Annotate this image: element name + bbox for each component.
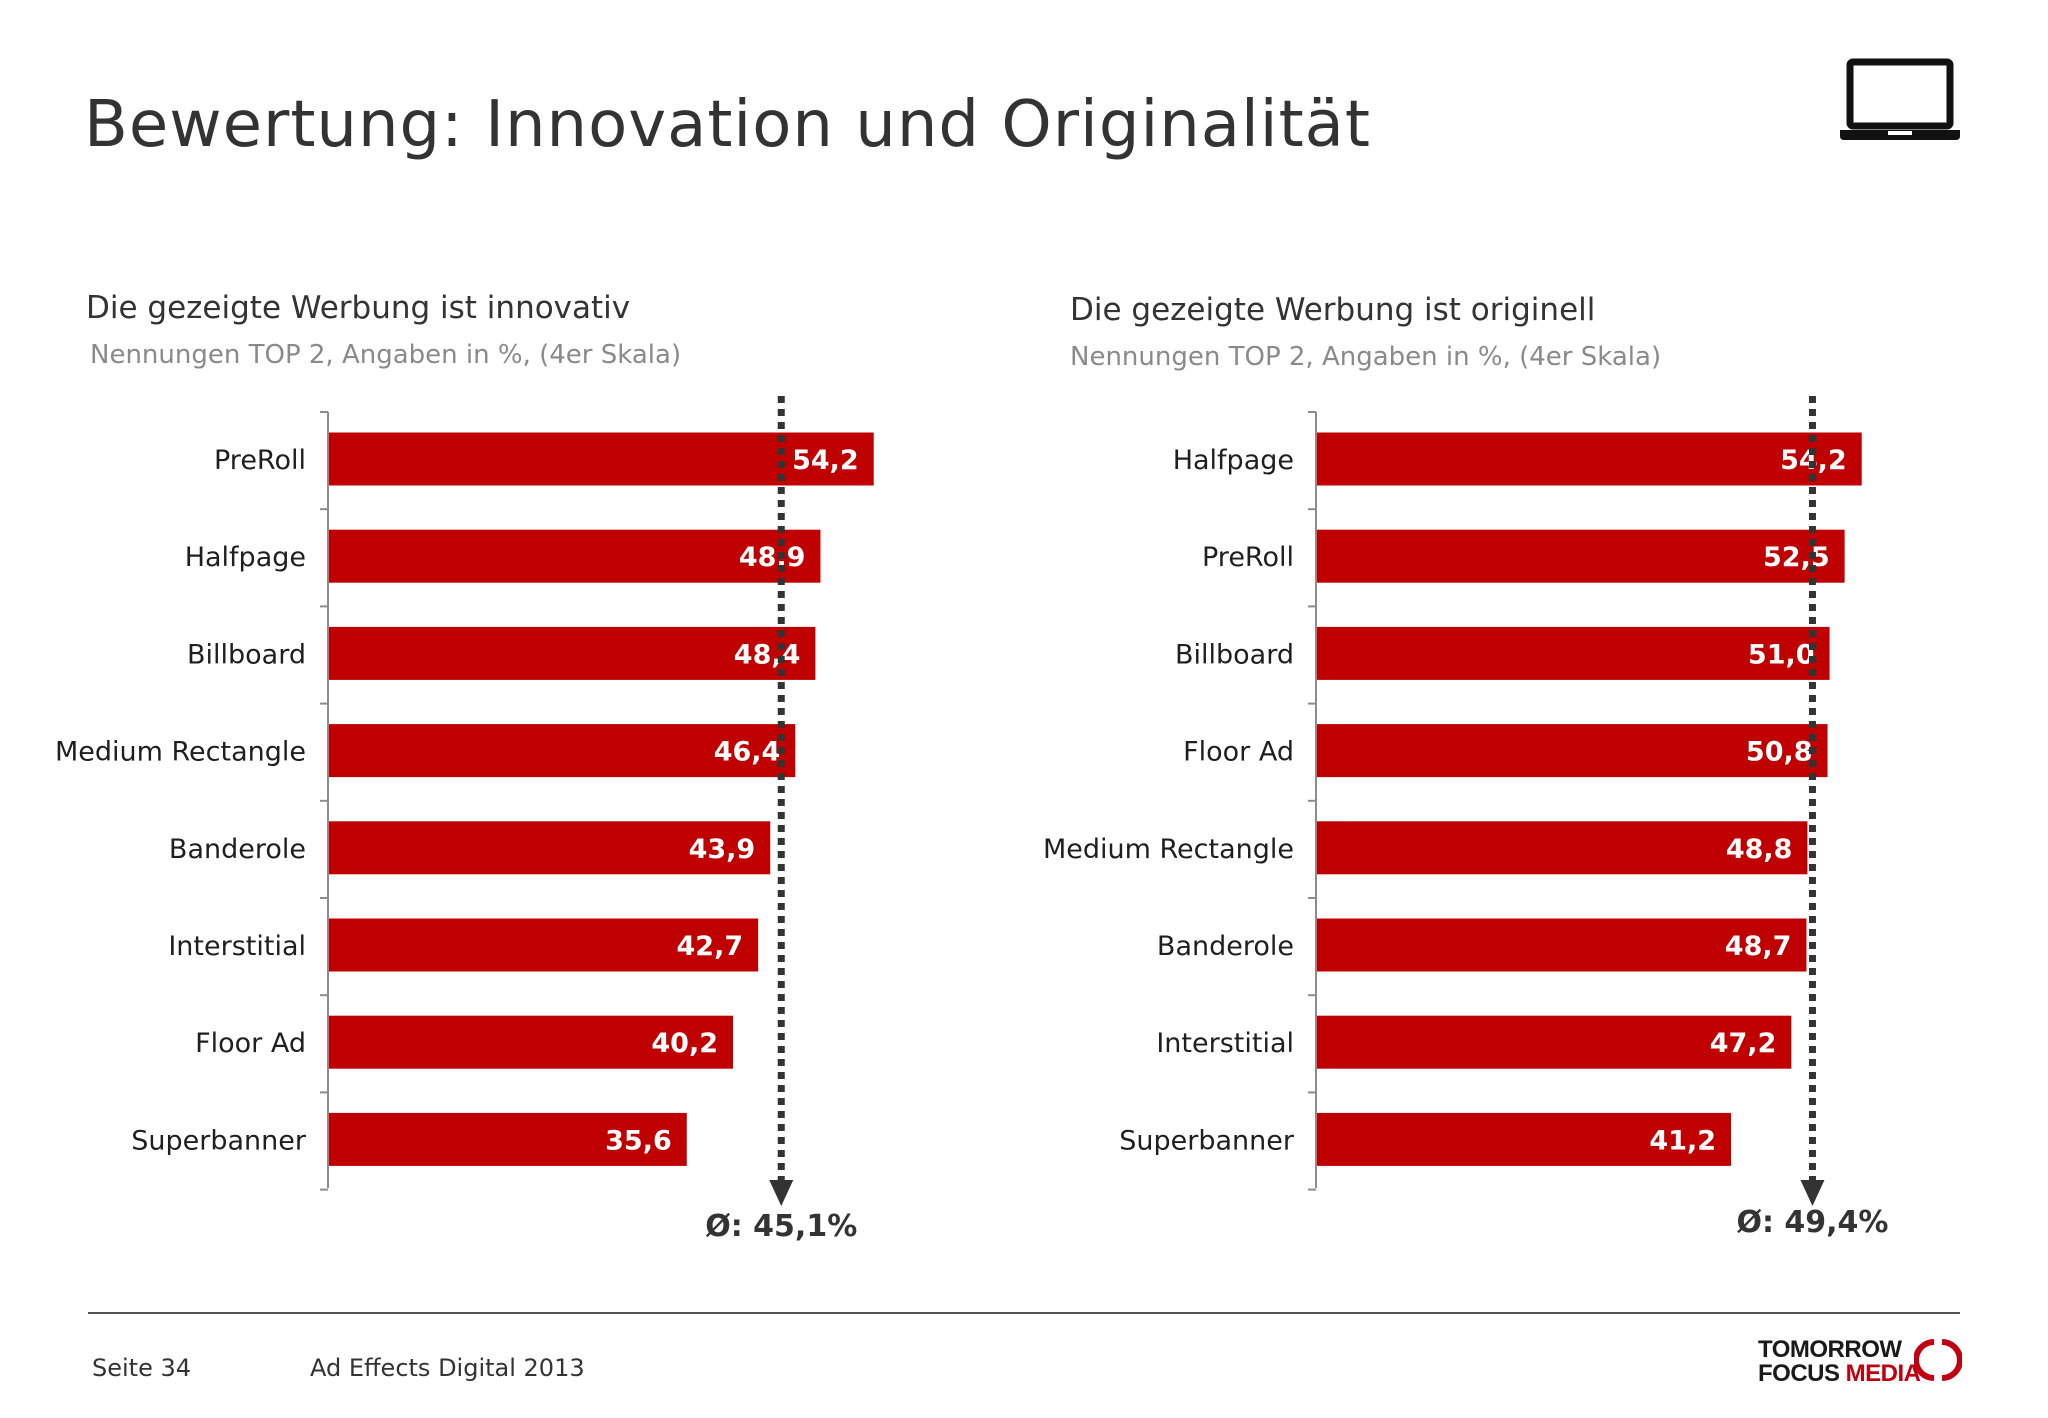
average-arrow-icon [769,1180,794,1206]
category-label: Halfpage [185,542,306,573]
average-label: Ø: 49,4% [1736,1205,1888,1240]
chart-innovativ: PreRoll 54,2 Halfpage 48,9 Billboard 48,4 Medi… [55,396,874,1244]
value-label: 42,7 [677,931,744,962]
bar [1317,724,1828,778]
bar [329,918,759,972]
logo-mark-icon [1914,1339,1962,1381]
bar [329,529,821,583]
bar [1317,821,1808,875]
bar [329,1112,687,1166]
page-title: Bewertung: Innovation und Originalität [84,88,1371,162]
bar [1317,1112,1732,1166]
bar [329,1015,734,1069]
value-label: 43,9 [689,834,756,865]
footer-page-number: Seite 34 [92,1354,192,1382]
chart-left-title: Die gezeigte Werbung ist innovativ [86,290,631,326]
laptop-icon [1840,58,1960,140]
category-label: Banderole [1157,931,1294,962]
value-label: 40,2 [651,1028,718,1059]
bar [329,626,816,680]
chart-left-subtitle: Nennungen TOP 2, Angaben in %, (4er Skal… [90,340,682,370]
value-label: 48,7 [1725,931,1792,962]
average-label: Ø: 45,1% [705,1209,857,1244]
category-label: Interstitial [168,931,306,962]
footer-study-name: Ad Effects Digital 2013 [310,1354,585,1382]
value-label: 51,0 [1748,639,1815,670]
category-label: Billboard [1175,639,1294,670]
chart-right-subtitle: Nennungen TOP 2, Angaben in %, (4er Skal… [1070,342,1662,372]
company-logo: TOMORROW FOCUS MEDIA [1758,1336,1968,1387]
value-label: 48,4 [734,639,801,670]
category-label: Billboard [187,639,306,670]
bar [329,821,771,875]
category-label: Halfpage [1173,445,1294,476]
category-label: Medium Rectangle [1043,834,1294,865]
bar [1317,529,1845,583]
logo-text-line1: TOMORROW [1758,1336,1902,1363]
category-label: Superbanner [1119,1125,1295,1156]
value-label: 47,2 [1710,1028,1777,1059]
bar [1317,626,1830,680]
bar [1317,432,1862,486]
category-label: Banderole [169,834,306,865]
category-label: Medium Rectangle [55,737,306,768]
chart-right-title: Die gezeigte Werbung ist originell [1070,292,1596,328]
value-label: 48,9 [739,542,806,573]
average-arrow-icon [1800,1180,1825,1206]
value-label: 35,6 [605,1125,672,1156]
category-label: PreRoll [1202,542,1294,573]
logo-text-line2: FOCUS MEDIA [1758,1360,1921,1387]
bar [329,724,796,778]
footer-divider [88,1312,1960,1314]
category-label: Floor Ad [195,1028,306,1059]
category-label: Floor Ad [1183,737,1294,768]
bar [1317,918,1807,972]
value-label: 41,2 [1649,1125,1716,1156]
value-label: 46,4 [714,737,781,768]
value-label: 54,2 [792,445,859,476]
value-label: 48,8 [1726,834,1793,865]
value-label: 50,8 [1746,737,1813,768]
value-label: 52,5 [1763,542,1830,573]
category-label: PreRoll [214,445,306,476]
bar [1317,1015,1792,1069]
category-label: Superbanner [131,1125,307,1156]
category-label: Interstitial [1156,1028,1294,1059]
